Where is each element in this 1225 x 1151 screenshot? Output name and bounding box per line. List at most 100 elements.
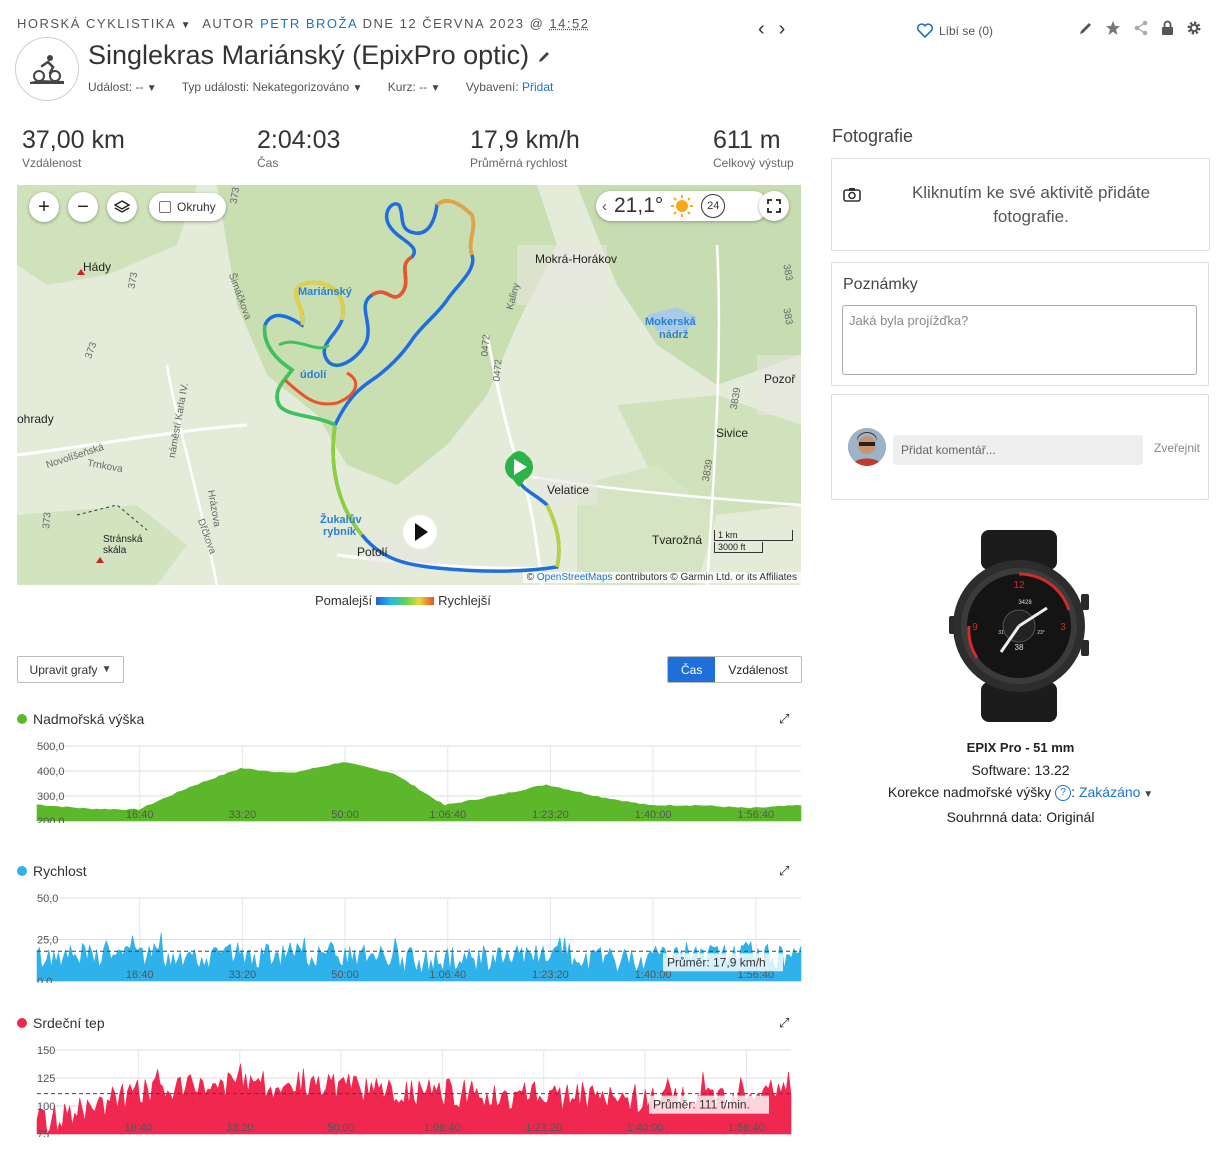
average-label: Průměr: 111 t/min.	[653, 1098, 750, 1112]
x-tick-label: 1:40:00	[635, 969, 672, 981]
zoom-out-button[interactable]: −	[68, 192, 98, 222]
event-caret-icon: ▼	[146, 83, 157, 94]
stat-ascent-label: Celkový výstup	[713, 156, 794, 170]
stat-avg-speed-value: 17,9 km/h	[470, 126, 580, 154]
temperature-value: 21,1°	[614, 194, 664, 217]
speed-legend-slow: Pomalejší	[315, 593, 373, 608]
event-type-value: Nekategorizováno	[252, 80, 350, 94]
elevation-expand-icon[interactable]: ⤢	[779, 711, 790, 726]
favorite-star-icon[interactable]	[1105, 20, 1121, 36]
share-icon[interactable]	[1133, 20, 1149, 36]
x-axis-toggle: Čas Vzdálenost	[667, 656, 802, 683]
stat-ascent: 611 m Celkový výstup	[713, 126, 794, 170]
x-tick-label: 1:23:20	[532, 809, 569, 821]
elevation-correction-value[interactable]: Zakázáno	[1078, 784, 1141, 800]
speed-expand-icon[interactable]: ⤢	[779, 863, 790, 878]
add-photos-text: Kliknutím ke své aktivitě přidáte fotogr…	[911, 183, 1151, 226]
elevation-correction-caret-icon[interactable]: ▼	[1140, 789, 1154, 800]
watch-top-value: 3428	[1018, 600, 1032, 606]
edit-graphs-label: Upravit grafy	[29, 662, 98, 677]
comment-input[interactable]: Přidat komentář...	[893, 435, 1143, 465]
x-tick-label: 1:23:20	[532, 969, 569, 981]
course-field[interactable]: Kurz: -- ▼	[388, 80, 441, 94]
heart-icon	[917, 23, 933, 38]
average-label: Průměr: 17,9 km/h	[667, 955, 766, 969]
speed-area	[36, 932, 802, 982]
elevation-area	[36, 762, 802, 822]
activity-title-text: Singlekras Mariánský (EpixPro optic)	[88, 40, 530, 70]
stat-distance-label: Vzdálenost	[22, 156, 82, 170]
privacy-lock-icon[interactable]	[1161, 20, 1174, 36]
edit-graphs-button[interactable]: Upravit grafy ▼	[17, 656, 124, 683]
watch-right-value: 23°	[1037, 630, 1045, 636]
edit-pencil-icon[interactable]	[1079, 21, 1093, 35]
event-field[interactable]: Událost: -- ▼	[88, 80, 157, 94]
map-layers-button[interactable]	[107, 192, 137, 222]
hr-expand-icon[interactable]: ⤢	[779, 1015, 790, 1030]
add-photos-card[interactable]: Kliknutím ke své aktivitě přidáte fotogr…	[831, 158, 1210, 251]
hr-chart-title: Srdeční tep	[33, 1015, 105, 1031]
speed-legend-dot	[17, 866, 27, 876]
summary-data: Souhrnná data: Originál	[946, 809, 1095, 825]
speed-legend: Pomalejší Rychlejší	[315, 593, 491, 608]
speed-legend-fast: Rychlejší	[438, 593, 491, 608]
x-tick-label: 1:40:00	[635, 809, 672, 821]
x-tick-label: 33:20	[226, 1122, 254, 1134]
user-avatar-image	[848, 428, 886, 466]
stat-ascent-value: 611 m	[713, 126, 781, 154]
x-axis-time-button[interactable]: Čas	[668, 657, 716, 682]
camera-icon	[843, 188, 861, 202]
stat-time: 2:04:03 Čas	[257, 126, 340, 170]
post-comment-button[interactable]: Zveřejnit	[1154, 441, 1201, 455]
y-tick-label: 400,0	[37, 766, 65, 778]
x-axis-distance-button[interactable]: Vzdálenost	[728, 662, 788, 677]
previous-activity-icon[interactable]: ‹	[758, 18, 779, 40]
next-activity-icon[interactable]: ›	[778, 18, 800, 40]
chevron-down-icon: ▼	[101, 664, 112, 675]
y-tick-label: 200,0	[37, 816, 65, 823]
user-avatar	[848, 428, 886, 466]
x-tick-label: 1:56:40	[728, 1122, 765, 1134]
hourly-weather-icon[interactable]: 24	[701, 194, 726, 218]
layers-icon	[114, 200, 130, 213]
watch-left-value: 31	[998, 630, 1004, 636]
elevation-correction: Korekce nadmořské výšky ?: Zakázáno ▼	[887, 784, 1154, 802]
edit-title-pencil-icon[interactable]	[537, 50, 551, 64]
osm-link[interactable]: OpenStreetMaps	[536, 572, 613, 583]
map-label-sivice: Sivice	[716, 426, 749, 440]
x-tick-label: 16:40	[126, 809, 154, 821]
map-label-tvarozna: Tvarožná	[652, 533, 703, 547]
device-info: EPIX Pro - 51 mm Software: 13.22 Korekce…	[831, 737, 1210, 828]
map-label-rybnik: rybník	[323, 526, 357, 538]
laps-checkbox[interactable]	[159, 201, 171, 213]
event-type-field[interactable]: Typ události: Nekategorizováno ▼	[182, 80, 363, 94]
settings-gear-icon[interactable]	[1186, 20, 1202, 36]
device-image: 12 3 9 3428 38 31 23°	[949, 530, 1089, 722]
weather-widget[interactable]: ‹ 21,1° 24	[596, 191, 768, 221]
event-label: Událost:	[88, 80, 133, 94]
x-tick-label: 33:20	[229, 969, 257, 981]
y-tick-label: 25,0	[37, 935, 58, 947]
fullscreen-map-button[interactable]	[759, 191, 789, 221]
laps-toggle[interactable]: Okruhy	[149, 193, 226, 221]
activity-date: DNE 12 ČERVNA 2023 @	[362, 16, 545, 31]
like-label: Líbí se (0)	[939, 23, 994, 38]
route-map[interactable]: Mokrá-Horákov Hády Mokerská nádrž Pozoř …	[17, 185, 801, 585]
zoom-in-button[interactable]: +	[29, 192, 59, 222]
help-icon[interactable]: ?	[1055, 785, 1072, 802]
author-link[interactable]: PETR BROŽA	[260, 16, 358, 31]
add-gear-link[interactable]: Přidat	[522, 80, 554, 94]
activity-title: Singlekras Mariánský (EpixPro optic)	[88, 40, 551, 71]
notes-textarea[interactable]: Jaká byla projížďka?	[842, 305, 1197, 375]
laps-label: Okruhy	[177, 200, 216, 214]
event-type-caret-icon: ▼	[352, 83, 363, 94]
heart-rate-area	[36, 1063, 792, 1135]
activity-type-dropdown-icon[interactable]: ▼	[180, 20, 192, 31]
weather-prev-icon[interactable]: ‹	[602, 197, 607, 215]
activity-meta: HORSKÁ CYKLISTIKA ▼ AUTOR PETR BROŽA DNE…	[17, 16, 589, 31]
like-button[interactable]: Líbí se (0)	[917, 23, 993, 38]
watch-number-9: 9	[972, 622, 978, 633]
map-label-ohrady: ohrady	[17, 412, 54, 426]
hr-chart: 150 125 100 75 16:40 33:20 50:00 1:06:40 1:23:20…	[17, 1042, 802, 1137]
average-label-bg	[649, 1095, 769, 1114]
